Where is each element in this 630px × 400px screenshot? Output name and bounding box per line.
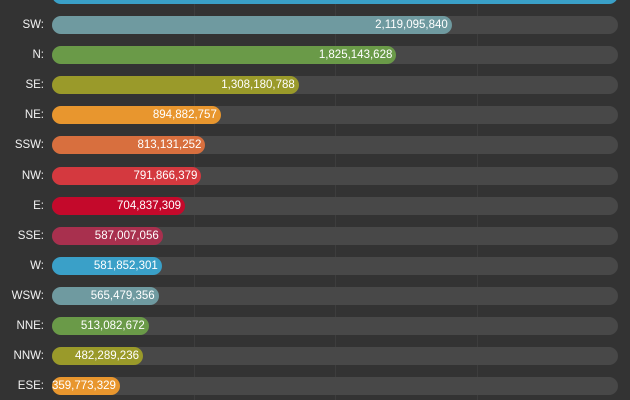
- value-label: 2,119,095,840: [375, 19, 448, 31]
- bar-row: NW: 791,866,379: [0, 166, 630, 186]
- bar-row: NE: 894,882,757: [0, 105, 630, 125]
- bar-row: NNW: 482,289,236: [0, 346, 630, 366]
- bar-track: [52, 196, 618, 215]
- value-label: 1,308,180,788: [221, 79, 295, 92]
- category-label: SSE:: [17, 229, 44, 242]
- bar: [52, 347, 143, 366]
- category-label: NNE:: [16, 320, 44, 332]
- bar-row: E: 704,837,309: [0, 196, 630, 216]
- bar-row: SW: 2,119,095,840: [0, 15, 630, 35]
- category-label: ESE:: [17, 380, 44, 393]
- bar-track: [52, 286, 618, 305]
- bar-row: SSW: 813,131,252: [0, 135, 630, 155]
- category-label: E:: [33, 199, 44, 212]
- bar: [52, 106, 221, 125]
- partial-top-bar-row: [0, 0, 630, 5]
- bar: [52, 76, 299, 95]
- bar: [52, 46, 397, 65]
- bar: [52, 256, 162, 275]
- value-label: 791,866,379: [133, 169, 198, 182]
- value-label: 565,479,356: [90, 289, 155, 302]
- category-label: W:: [30, 259, 44, 272]
- bar-row: WSW: 565,479,356: [0, 286, 630, 306]
- value-label: 704,837,309: [117, 199, 181, 212]
- value-label: 587,007,056: [94, 229, 159, 242]
- value-label: 894,882,757: [152, 109, 217, 122]
- bar: [52, 286, 159, 305]
- bar: [52, 136, 206, 155]
- value-label: 482,289,236: [75, 350, 139, 363]
- bar: [52, 317, 149, 335]
- bar: [52, 377, 120, 396]
- bar-row: ESE: 359,773,329: [0, 376, 630, 396]
- bar: [52, 226, 163, 245]
- category-label: SW:: [22, 19, 44, 31]
- category-label: WSW:: [11, 289, 44, 302]
- category-label: NW:: [21, 169, 44, 182]
- bar: [52, 196, 185, 215]
- category-label: NE:: [24, 109, 44, 122]
- bar-track: [52, 347, 618, 366]
- value-label: 581,852,301: [93, 259, 158, 272]
- value-label: 813,131,252: [137, 139, 202, 152]
- category-label: NNW:: [13, 350, 44, 363]
- bar-track: [52, 226, 618, 245]
- bar-track: [52, 256, 618, 275]
- bar-track: [52, 377, 618, 396]
- bar-partial-top: [52, 0, 618, 4]
- category-label: N:: [32, 49, 45, 62]
- category-label: SSW:: [14, 139, 44, 152]
- value-label: 1,825,143,628: [318, 49, 393, 62]
- bar: [52, 166, 202, 185]
- bar-track: [52, 317, 618, 335]
- value-label: 359,773,329: [51, 380, 116, 393]
- bar-row: SSE: 587,007,056: [0, 226, 630, 246]
- bar: [52, 16, 452, 34]
- bar-row: NNE: 513,082,672: [0, 316, 630, 336]
- category-label: SE:: [25, 79, 44, 92]
- bar-row: W: 581,852,301: [0, 256, 630, 276]
- bar-row: N: 1,825,143,628: [0, 45, 630, 65]
- value-label: 513,082,672: [80, 320, 145, 332]
- bar-row: SE: 1,308,180,788: [0, 75, 630, 95]
